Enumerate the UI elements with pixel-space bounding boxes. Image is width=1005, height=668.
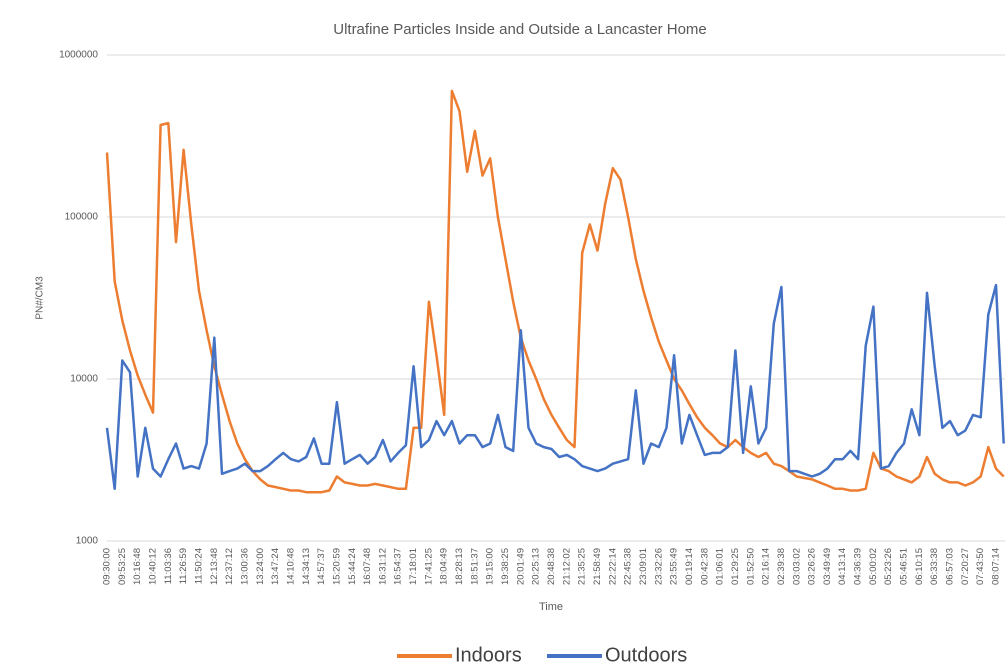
x-tick-label: 02:16:14 — [761, 548, 772, 585]
x-tick-label: 18:04:49 — [439, 548, 450, 585]
x-tick-label: 14:34:13 — [301, 548, 312, 585]
x-tick-label: 18:28:13 — [454, 548, 465, 585]
x-tick-label: 12:13:48 — [209, 548, 220, 585]
x-tick-label: 18:51:37 — [469, 548, 480, 585]
x-tick-label: 06:33:38 — [929, 548, 940, 585]
x-tick-label: 08:07:14 — [991, 548, 1002, 585]
x-tick-label: 07:43:50 — [975, 548, 986, 585]
x-tick-label: 07:20:27 — [960, 548, 971, 585]
x-tick-label: 14:57:37 — [316, 548, 327, 585]
x-tick-label: 04:36:39 — [853, 548, 864, 585]
x-tick-label: 13:47:24 — [270, 548, 281, 585]
x-tick-label: 06:57:03 — [945, 548, 956, 585]
x-tick-label: 19:38:25 — [500, 548, 511, 585]
chart-title: Ultrafine Particles Inside and Outside a… — [333, 21, 707, 38]
x-tick-label: 21:58:49 — [592, 548, 603, 585]
x-tick-label: 23:55:49 — [669, 548, 680, 585]
x-tick-label: 10:40:12 — [147, 548, 158, 585]
x-tick-label: 10:16:48 — [132, 548, 143, 585]
y-tick-label: 1000000 — [59, 50, 98, 61]
x-tick-label: 17:18:01 — [408, 548, 419, 585]
x-tick-label: 05:23:26 — [883, 548, 894, 585]
legend: Indoors Outdoors — [397, 644, 687, 666]
y-tick-label: 1000 — [76, 536, 99, 547]
x-tick-label: 01:29:25 — [730, 548, 741, 585]
x-tick-label: 20:01:49 — [515, 548, 526, 585]
x-tick-label: 06:10:15 — [914, 548, 925, 585]
x-tick-label: 01:06:01 — [715, 548, 726, 585]
x-tick-label: 02:39:38 — [776, 548, 787, 585]
x-tick-label: 00:19:14 — [684, 548, 695, 585]
x-tick-label: 01:52:50 — [745, 548, 756, 585]
series-line — [105, 283, 1005, 491]
x-tick-label: 22:22:14 — [607, 548, 618, 585]
x-tick-label: 04:13:14 — [837, 548, 848, 585]
y-tick-label: 100000 — [65, 212, 99, 223]
x-tick-label: 17:41:25 — [423, 548, 434, 585]
x-tick-label: 09:30:00 — [102, 548, 113, 585]
x-tick-label: 03:03:02 — [791, 548, 802, 585]
y-tick-label: 10000 — [70, 374, 98, 385]
x-tick-label: 13:24:00 — [255, 548, 266, 585]
x-tick-label: 09:53:25 — [117, 548, 128, 585]
x-tick-label: 20:48:38 — [546, 548, 557, 585]
x-axis-label: Time — [539, 601, 563, 613]
x-tick-label: 15:44:24 — [347, 548, 358, 585]
x-tick-label: 00:42:38 — [699, 548, 710, 585]
x-tick-label: 03:26:26 — [807, 548, 818, 585]
x-tick-label: 23:09:01 — [638, 548, 649, 585]
x-tick-label: 23:32:26 — [653, 548, 664, 585]
x-tick-label: 13:00:36 — [239, 548, 250, 585]
x-tick-label: 05:46:51 — [899, 548, 910, 585]
legend-label: Outdoors — [605, 644, 687, 666]
x-tick-label: 03:49:49 — [822, 548, 833, 585]
x-tick-label: 11:50:24 — [193, 548, 204, 584]
x-tick-label: 11:26:59 — [178, 548, 189, 584]
x-tick-label: 05:00:02 — [868, 548, 879, 585]
x-tick-label: 14:10:48 — [285, 548, 296, 585]
plot-area: 1000 10000 100000 1000000 09:30:00 09:53:25 10… — [59, 50, 1005, 585]
x-tick-label: 20:25:13 — [531, 548, 542, 585]
x-tick-label: 12:37:12 — [224, 548, 235, 585]
legend-label: Indoors — [455, 644, 522, 666]
x-tick-label: 11:03:36 — [163, 548, 174, 584]
x-tick-label: 16:54:37 — [393, 548, 404, 585]
x-tick-label: 19:15:00 — [485, 548, 496, 585]
y-axis-label: PN#/CM3 — [35, 276, 46, 320]
x-tick-label: 21:35:25 — [577, 548, 588, 585]
series-line — [105, 89, 1005, 494]
x-tick-label: 16:07:48 — [362, 548, 373, 585]
x-tick-label: 15:20:59 — [331, 548, 342, 585]
x-tick-label: 16:31:12 — [377, 548, 388, 585]
x-tick-label: 21:12:02 — [561, 548, 572, 585]
x-tick-label: 22:45:38 — [623, 548, 634, 585]
